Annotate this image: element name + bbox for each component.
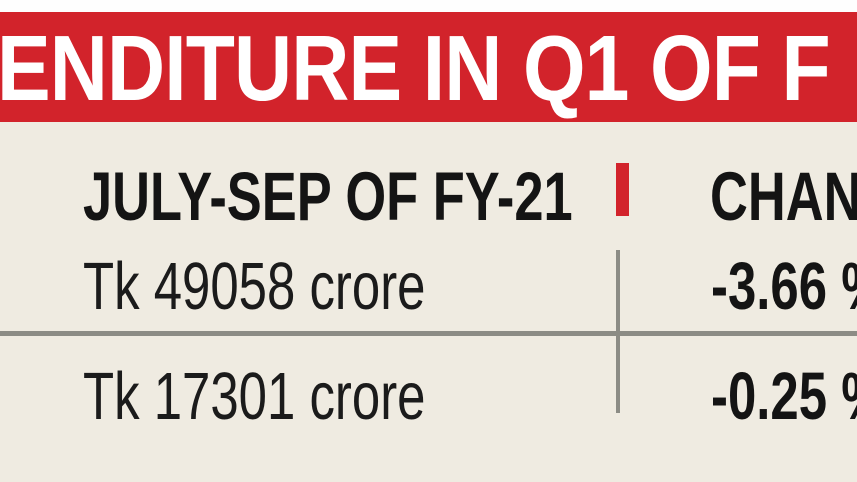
row1-change: -3.66 % (711, 249, 857, 324)
data-panel: JULY-SEP OF FY-21 CHANGE Tk 49058 crore … (0, 122, 857, 482)
row2-change: -0.25 % (711, 359, 857, 434)
column-header-change: CHANGE (710, 158, 857, 235)
header-separator-bar (616, 163, 629, 216)
column-header-period: JULY-SEP OF FY-21 (83, 158, 573, 235)
title-banner: ENDITURE IN Q1 OF F (0, 12, 857, 122)
row-divider-line (0, 331, 857, 336)
page-title: ENDITURE IN Q1 OF F (0, 16, 831, 120)
row2-amount: Tk 17301 crore (83, 359, 426, 434)
row1-amount: Tk 49058 crore (83, 249, 426, 324)
column-divider-line (616, 250, 620, 413)
top-white-strip (0, 0, 857, 12)
